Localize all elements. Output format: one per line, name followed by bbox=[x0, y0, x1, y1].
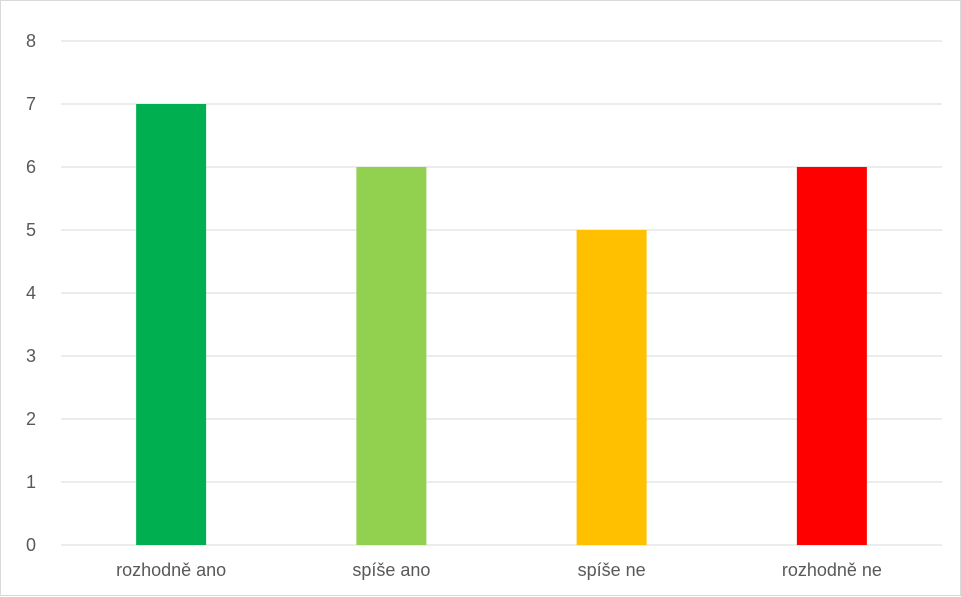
bar-3 bbox=[577, 230, 647, 545]
y-tick-label: 3 bbox=[26, 346, 36, 366]
category-label: rozhodně ne bbox=[782, 560, 882, 580]
y-tick-label: 2 bbox=[26, 409, 36, 429]
bars bbox=[136, 104, 867, 545]
category-label: spíše ne bbox=[578, 560, 646, 580]
category-label: spíše ano bbox=[352, 560, 430, 580]
y-tick-label: 1 bbox=[26, 472, 36, 492]
y-tick-label: 7 bbox=[26, 94, 36, 114]
y-axis-tick-labels: 0 1 2 3 4 5 6 7 8 bbox=[26, 31, 36, 555]
bar-4 bbox=[797, 167, 867, 545]
bar-1 bbox=[136, 104, 206, 545]
category-label: rozhodně ano bbox=[116, 560, 226, 580]
bar-2 bbox=[356, 167, 426, 545]
y-tick-label: 6 bbox=[26, 157, 36, 177]
x-axis-category-labels: rozhodně ano spíše ano spíše ne rozhodně ne bbox=[116, 560, 882, 580]
y-tick-label: 4 bbox=[26, 283, 36, 303]
y-tick-label: 8 bbox=[26, 31, 36, 51]
y-tick-label: 0 bbox=[26, 535, 36, 555]
y-tick-label: 5 bbox=[26, 220, 36, 240]
